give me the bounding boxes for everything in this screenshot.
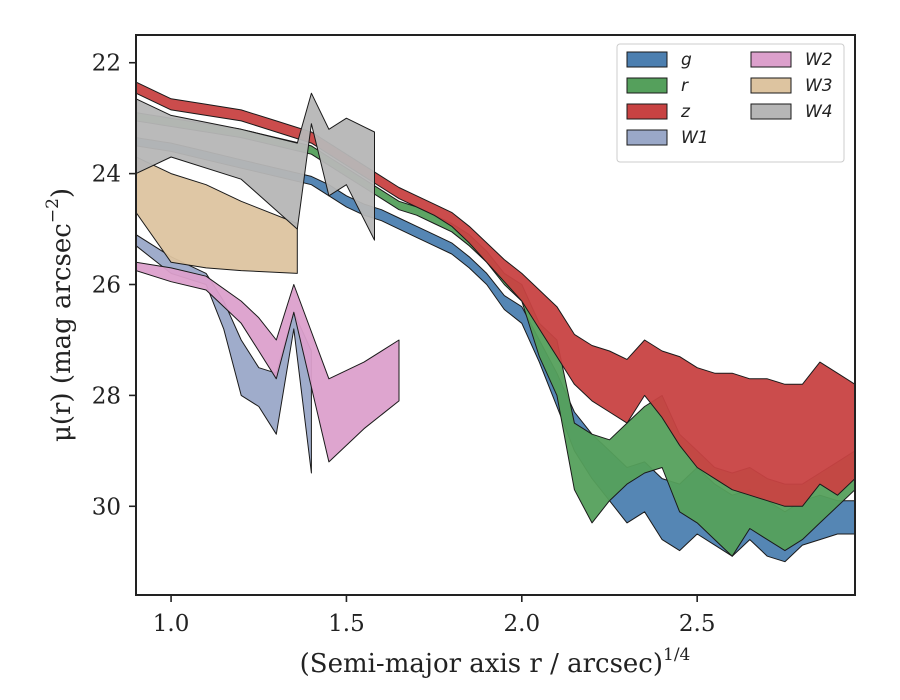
legend-label-r: r xyxy=(681,76,689,96)
plot-frame xyxy=(135,34,856,596)
x-axis-title-text: (Semi-major axis r / arcsec) xyxy=(300,649,663,679)
legend-swatch-r xyxy=(626,77,668,94)
legend: grz W1 W2 W3 W4 xyxy=(616,43,845,163)
y-tick-label: 30 xyxy=(92,494,121,520)
legend-label-w1: W1 xyxy=(681,128,709,148)
legend-swatch-w4 xyxy=(750,103,792,120)
y-axis-title-exponent: −2 xyxy=(43,198,63,223)
x-tick-label: 2.5 xyxy=(679,611,716,637)
x-axis: 1.0 1.5 2.0 2.5 xyxy=(153,595,716,637)
legend-swatch-z xyxy=(626,103,668,120)
y-tick-label: 24 xyxy=(92,162,121,188)
legend-label-w3: W3 xyxy=(805,76,833,96)
legend-label-w4: W4 xyxy=(805,102,833,122)
y-axis: 22 24 26 28 30 xyxy=(92,51,136,520)
legend-frame xyxy=(616,43,845,163)
series-layer xyxy=(136,81,855,563)
y-axis-title: μ(r) (mag arcsec−2) xyxy=(43,188,77,442)
series-band-z xyxy=(136,81,855,507)
y-axis-title-close: ) xyxy=(47,188,77,198)
y-axis-title-text: μ(r) (mag arcsec xyxy=(47,223,77,442)
x-axis-title: (Semi-major axis r / arcsec)1/4 xyxy=(300,645,691,679)
x-tick-label: 1.0 xyxy=(153,611,190,637)
legend-label-w2: W2 xyxy=(805,50,833,70)
legend-swatch-w3 xyxy=(750,77,792,94)
series-band-w3 xyxy=(136,156,298,274)
x-tick-label: 1.5 xyxy=(328,611,365,637)
legend-swatch-g xyxy=(626,51,668,68)
y-tick-label: 22 xyxy=(92,51,121,77)
series-band-w2 xyxy=(136,261,400,463)
y-tick-label: 28 xyxy=(92,383,121,409)
series-band-w4 xyxy=(136,92,375,241)
legend-label-z: z xyxy=(680,102,691,122)
legend-label-g: g xyxy=(681,50,692,70)
x-axis-title-exponent: 1/4 xyxy=(663,645,690,665)
legend-swatch-w1 xyxy=(626,129,668,146)
y-tick-label: 26 xyxy=(92,273,121,299)
x-tick-label: 2.0 xyxy=(504,611,541,637)
legend-swatch-w2 xyxy=(750,51,792,68)
